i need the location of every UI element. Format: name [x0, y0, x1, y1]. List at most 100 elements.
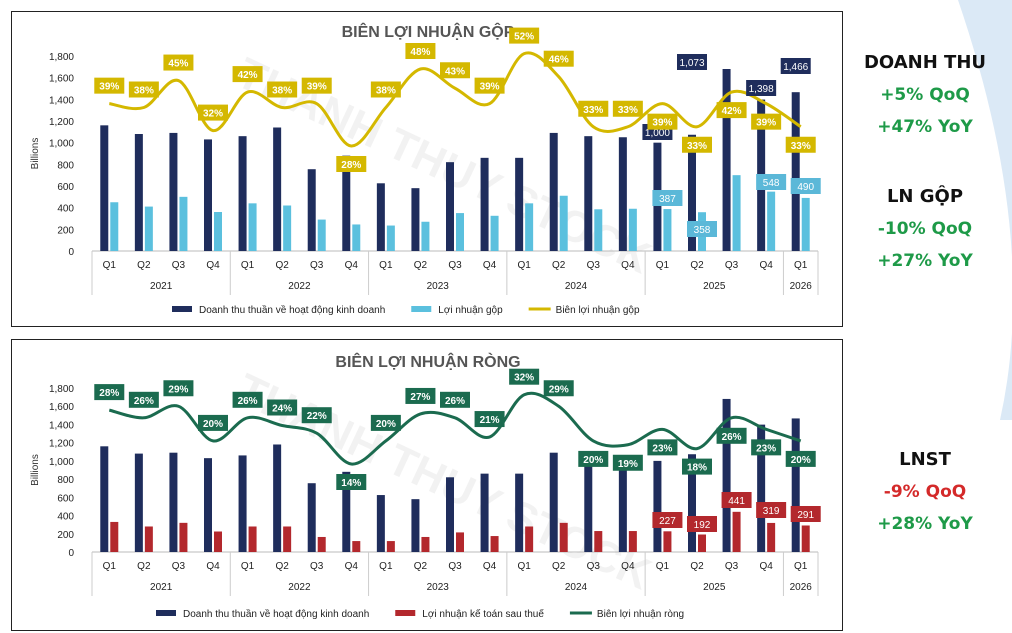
revenue-bar: [238, 136, 247, 251]
net-profit-bar: [421, 536, 430, 552]
x-tick-label: Q3: [172, 561, 186, 572]
net-profit-bar: [386, 541, 395, 552]
margin-label: 20%: [583, 455, 603, 466]
gross-profit-bar: [179, 196, 188, 251]
year-label: 2022: [288, 281, 311, 292]
margin-label: 38%: [272, 86, 292, 97]
margin-label-box: [785, 136, 816, 153]
x-tick-label: Q4: [345, 561, 359, 572]
x-tick-label: Q1: [794, 561, 808, 572]
bar-data-label-box: [780, 58, 811, 74]
net-profit-bar: [594, 531, 603, 552]
gross-profit-bar: [767, 191, 776, 251]
revenue-bar: [480, 157, 489, 251]
margin-label-box: [543, 380, 574, 397]
revenue-bar: [307, 483, 316, 552]
margin-line: [109, 51, 802, 148]
x-tick-label: Q1: [241, 260, 255, 271]
year-label: 2022: [288, 582, 311, 593]
x-tick-label: Q2: [690, 561, 704, 572]
revenue-bar: [688, 454, 696, 552]
margin-label-box: [647, 439, 678, 456]
gross-profit-bar: [283, 205, 292, 251]
margin-label: 29%: [549, 384, 569, 395]
net-profit-qoq: -9% QoQ: [883, 482, 967, 502]
year-label: 2025: [703, 582, 726, 593]
revenue-stats-panel: DOANH THU +5% QoQ +47% YoY: [850, 52, 1000, 149]
margin-label: 39%: [99, 82, 119, 93]
x-tick-label: Q4: [345, 260, 359, 271]
revenue-bar: [515, 157, 524, 251]
chart-title: BIÊN LỢI NHUẬN GỘP: [342, 22, 515, 41]
revenue-yoy: +47% YoY: [877, 117, 973, 137]
x-tick-label: Q4: [206, 260, 220, 271]
revenue-bar: [169, 452, 178, 552]
bar-data-label-box: [652, 512, 683, 528]
margin-label: 20%: [791, 455, 811, 466]
y-tick-label: 400: [57, 204, 74, 215]
legend-swatch: [172, 306, 192, 312]
bar-data-label-box: [790, 506, 821, 522]
revenue-bar: [584, 455, 593, 552]
bar-data-label: 387: [659, 194, 676, 205]
bar-data-label: 1,073: [679, 58, 704, 69]
legend-swatch: [411, 306, 432, 312]
x-tick-label: Q2: [275, 561, 289, 572]
revenue-bar: [307, 169, 316, 251]
margin-label: 26%: [722, 432, 742, 443]
margin-label-box: [612, 100, 643, 117]
margin-label: 28%: [341, 160, 361, 171]
y-tick-label: 600: [57, 493, 74, 504]
y-tick-label: 1,800: [49, 52, 74, 63]
revenue-bar: [480, 473, 489, 552]
net-profit-bar: [317, 536, 326, 552]
margin-label: 22%: [307, 411, 327, 422]
bar-data-label-box: [756, 174, 787, 190]
gross-profit-bar: [386, 225, 395, 251]
legend-swatch: [395, 610, 416, 616]
margin-label: 20%: [376, 419, 396, 430]
bar-data-label-box: [677, 54, 707, 70]
bar-data-label-box: [790, 178, 821, 194]
x-tick-label: Q1: [241, 561, 255, 572]
year-label: 2023: [427, 281, 450, 292]
y-tick-label: 0: [68, 247, 74, 258]
y-tick-label: 1,200: [49, 439, 74, 450]
net-profit-bar: [214, 531, 222, 552]
margin-label: 23%: [652, 443, 672, 454]
margin-label: 28%: [99, 388, 119, 399]
revenue-bar: [584, 136, 593, 251]
gross-profit-stats-panel: LN GỘP -10% QoQ +27% YoY: [850, 186, 1000, 283]
bar-data-label: 358: [694, 225, 711, 236]
gross-profit-qoq: -10% QoQ: [877, 219, 973, 239]
year-label: 2026: [790, 582, 813, 593]
margin-label: 27%: [410, 392, 430, 403]
margin-label: 14%: [341, 478, 361, 489]
y-tick-label: 1,400: [49, 95, 74, 106]
net-profit-bar: [732, 511, 741, 552]
bar-data-label: 192: [694, 520, 711, 531]
x-tick-label: Q4: [206, 561, 220, 572]
revenue-bar: [100, 446, 109, 552]
x-tick-label: Q1: [517, 561, 531, 572]
x-tick-label: Q4: [483, 561, 497, 572]
gross-profit-bar: [214, 212, 222, 251]
net-profit-stats-panel: LNST -9% QoQ +28% YoY: [850, 449, 1000, 546]
year-label: 2024: [565, 281, 588, 292]
x-tick-label: Q2: [552, 260, 566, 271]
margin-label: 39%: [652, 118, 672, 129]
margin-label: 45%: [168, 59, 188, 70]
y-tick-label: 1,400: [49, 420, 74, 431]
y-axis-label: Billions: [30, 454, 41, 486]
gross-profit-bar: [248, 203, 257, 251]
year-label: 2024: [565, 582, 588, 593]
x-tick-label: Q2: [690, 260, 704, 271]
y-tick-label: 200: [57, 530, 74, 541]
x-tick-label: Q1: [379, 561, 393, 572]
margin-label-box: [612, 454, 643, 471]
margin-label-box: [647, 113, 678, 130]
y-tick-label: 800: [57, 160, 74, 171]
y-tick-label: 0: [68, 548, 74, 559]
revenue-bar: [411, 499, 420, 552]
